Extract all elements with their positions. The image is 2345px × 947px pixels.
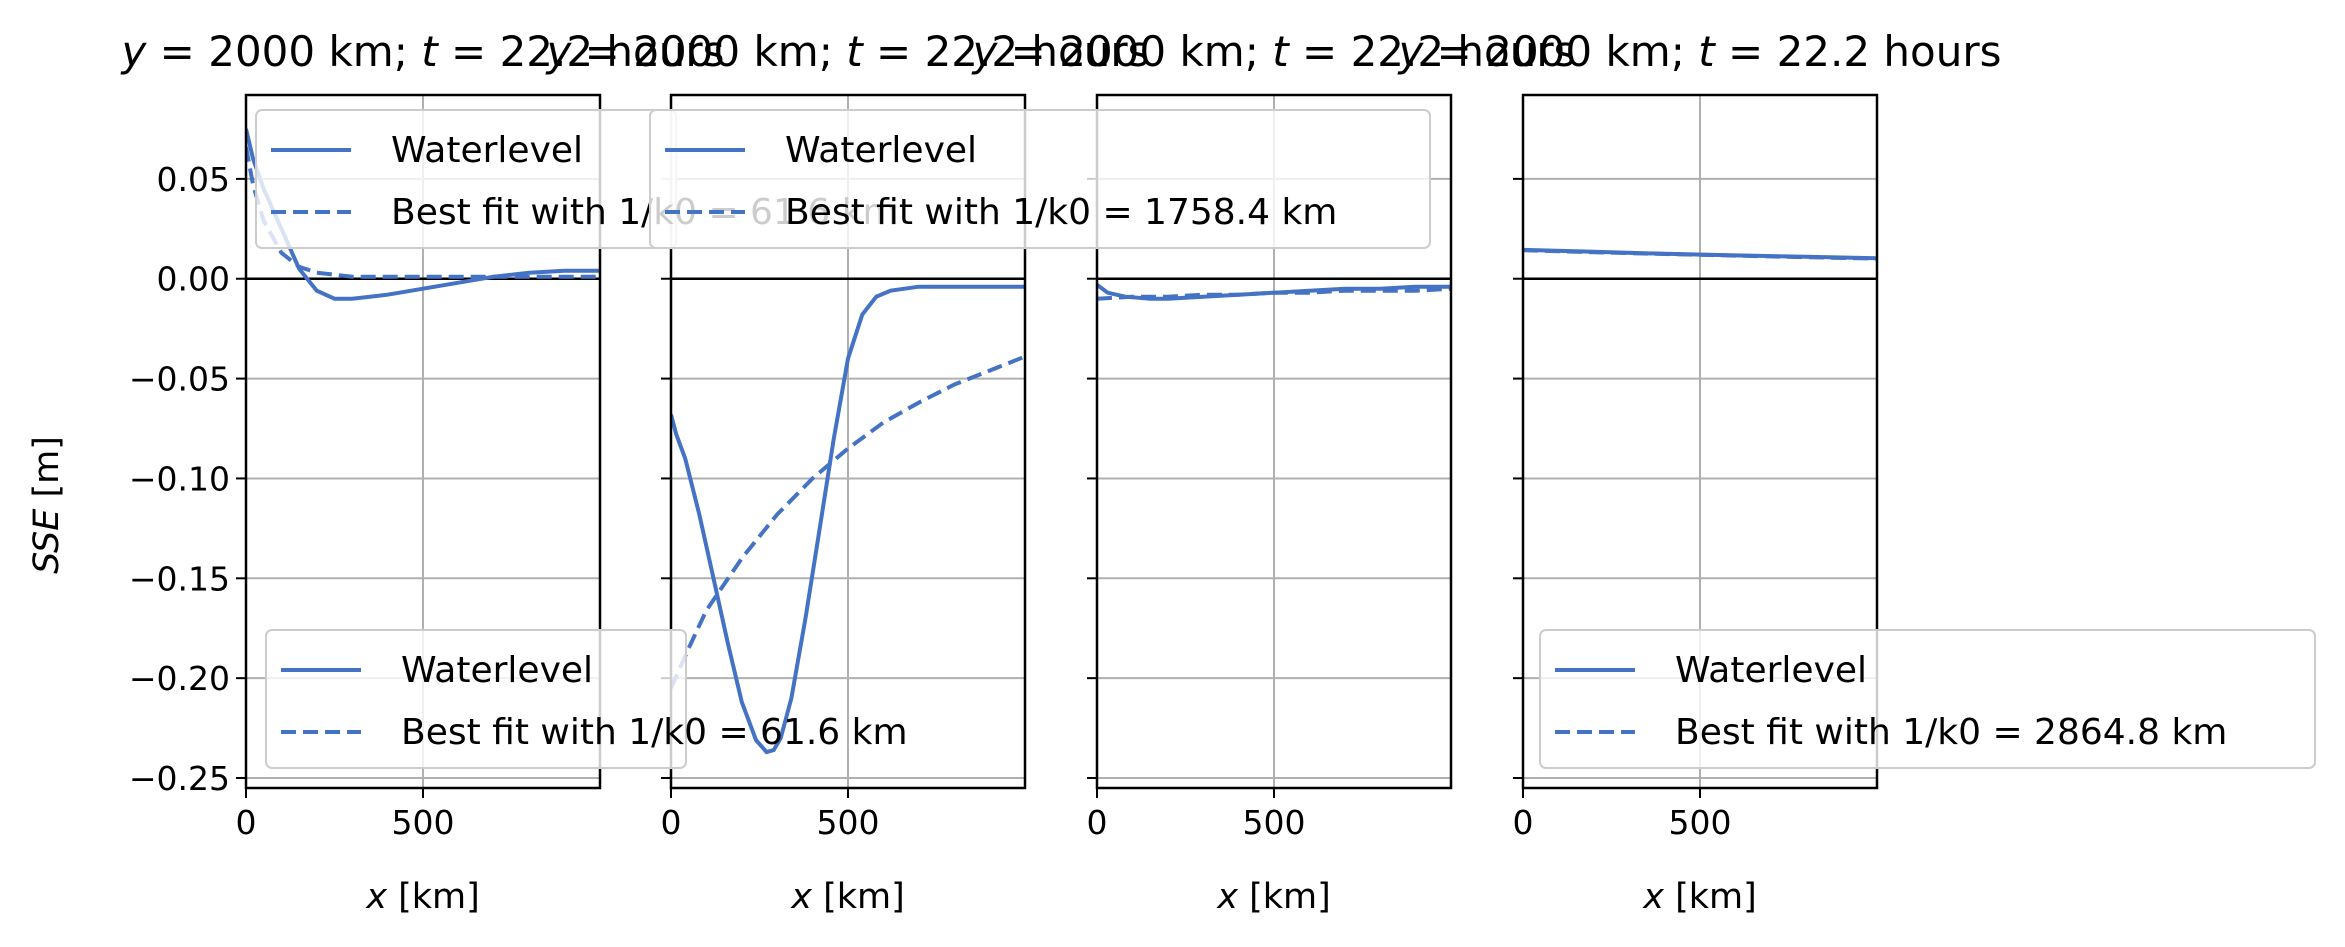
legend-label: Waterlevel [391, 130, 583, 171]
legend-label: Waterlevel [1675, 650, 1867, 691]
legend-frame [265, 629, 687, 769]
panel-title: y = 2000 km; t = 22.2 hours [970, 27, 1575, 76]
series-line-best-fit [1097, 286, 1451, 301]
legend-panel-2: Waterlevel Best fit with 1/k0 = 1758.4 km [649, 109, 1431, 249]
legend-label: Best fit with 1/k0 = 2864.8 km [1675, 712, 2227, 753]
x-axis-label: x [km] [1642, 877, 1757, 917]
legend-frame [1539, 629, 2316, 769]
x-tick-label: 0 [1513, 803, 1534, 842]
series-line-best-fit [1523, 248, 1877, 261]
panel-3: 0 500 x [km] y = 2000 km; t = 22.2 hours [970, 27, 1575, 917]
panel-2: 0 500 x [km] y = 2000 km; t = 22.2 hours [544, 27, 1149, 917]
x-axis-label: x [km] [790, 877, 905, 917]
x-axis-label: x [km] [1216, 877, 1331, 917]
y-tick-label: 0.05 [157, 160, 230, 199]
y-tick-label: 0.00 [157, 260, 230, 299]
x-tick-label: 500 [1243, 803, 1306, 842]
legend-panel-4: Waterlevel Best fit with 1/k0 = 2864.8 km [1539, 629, 2316, 769]
y-tick-label: −0.10 [129, 459, 230, 498]
x-tick-label: 500 [1669, 803, 1732, 842]
y-tick-label: −0.15 [129, 559, 230, 598]
series-line-best-fit [671, 354, 1025, 689]
x-tick-label: 0 [661, 803, 682, 842]
x-tick-label: 0 [1087, 803, 1108, 842]
panel-title: y = 2000 km; t = 22.2 hours [119, 27, 724, 76]
legend-frame [649, 109, 1431, 249]
x-tick-label: 500 [392, 803, 455, 842]
y-tick-label: −0.05 [129, 360, 230, 399]
y-axis-label: SSE [m] [27, 436, 67, 574]
x-tick-label: 500 [817, 803, 880, 842]
series-line-waterlevel [671, 284, 1025, 755]
x-tick-label: 0 [236, 803, 257, 842]
y-tick-label: −0.20 [129, 659, 230, 698]
legend-label: Waterlevel [401, 650, 593, 691]
legend-label: Best fit with 1/k0 = 61.6 km [401, 712, 908, 753]
legend-label: Best fit with 1/k0 = 1758.4 km [785, 192, 1337, 233]
panel-4: 0 500 x [km] y = 2000 km; t = 22.2 hours [1396, 27, 2001, 917]
legend-panel-1-bottom: Waterlevel Best fit with 1/k0 = 61.6 km [265, 629, 908, 769]
y-tick-label: −0.25 [129, 759, 230, 798]
panel-title: y = 2000 km; t = 22.2 hours [1396, 27, 2001, 76]
panel-title: y = 2000 km; t = 22.2 hours [544, 27, 1149, 76]
x-axis-label: x [km] [365, 877, 480, 917]
legend-label: Waterlevel [785, 130, 977, 171]
